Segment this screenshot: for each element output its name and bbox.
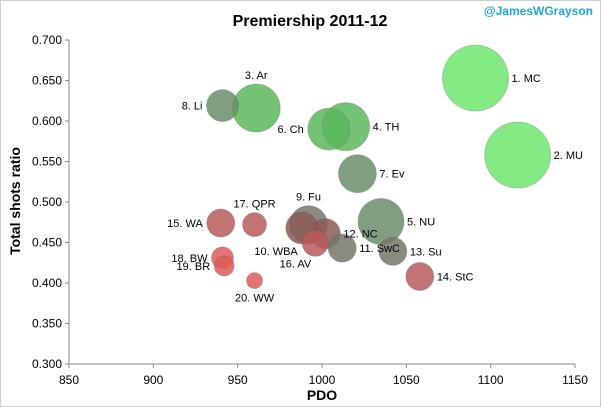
data-point [307, 107, 351, 151]
data-point [337, 154, 377, 194]
x-tick-label: 1150 [562, 373, 588, 387]
y-tick-label: 0.450 [32, 236, 62, 250]
chart-title: Premiership 2011-12 [233, 13, 388, 30]
point-label: 18. BW [171, 253, 208, 265]
point-labels: 1. MC 2. MU 3. Ar 4. TH 6. Ch 7. Ev 8. Li 5. NU… [167, 70, 583, 305]
point-label: 19. BR [177, 261, 211, 273]
data-point [206, 208, 236, 238]
x-tick-label: 1000 [309, 373, 336, 387]
y-tick-label: 0.700 [32, 33, 62, 47]
point-label: 11. SwC [359, 243, 400, 255]
y-tick-label: 0.600 [32, 114, 62, 128]
x-tick-label: 1050 [393, 373, 420, 387]
data-point [213, 255, 235, 277]
data-point [378, 236, 408, 266]
data-point [405, 262, 435, 292]
point-label: 14. StC [437, 272, 474, 284]
bubbles [205, 44, 552, 292]
x-tick-label: 850 [59, 373, 79, 387]
x-axis-label: PDO [307, 387, 337, 403]
point-label: 17. QPR [233, 199, 275, 211]
author-credit: @JamesWGrayson [483, 4, 593, 18]
data-point [301, 229, 329, 257]
data-point [327, 233, 357, 263]
y-tick-label: 0.650 [32, 74, 62, 88]
point-label: 6. Ch [277, 124, 303, 136]
y-tick-label: 0.550 [32, 155, 62, 169]
point-label: 12. NC [343, 229, 377, 241]
point-label: 16. AV [280, 258, 312, 270]
point-label: 13. Su [410, 246, 442, 258]
data-point [231, 83, 281, 133]
x-tick-label: 900 [143, 373, 163, 387]
x-tick-label: 1100 [478, 373, 504, 387]
data-point [205, 89, 239, 123]
point-label: 10. WBA [254, 246, 298, 258]
data-point [246, 272, 264, 290]
data-point [441, 44, 509, 112]
data-point [484, 121, 552, 189]
point-label: 20. WW [235, 293, 275, 305]
point-label: 1. MC [511, 73, 540, 85]
point-label: 9. Fu [296, 192, 321, 204]
x-tick-label: 950 [228, 373, 248, 387]
y-tick-label: 0.350 [32, 317, 62, 331]
point-label: 3. Ar [245, 70, 268, 82]
point-label: 15. WA [167, 218, 203, 230]
point-label: 7. Ev [379, 169, 405, 181]
y-tick-label: 0.500 [32, 195, 62, 209]
y-axis-label: Total shots ratio [7, 147, 23, 255]
axes: 0.300 0.350 0.400 0.450 0.500 0.550 0.600 0.650… [32, 33, 588, 387]
data-point [242, 212, 268, 238]
point-label: 5. NU [407, 216, 435, 228]
point-label: 2. MU [554, 150, 583, 162]
y-tick-label: 0.300 [32, 357, 62, 371]
y-tick-label: 0.400 [32, 276, 62, 290]
point-label: 4. TH [373, 122, 400, 134]
point-label: 8. Li [182, 101, 203, 113]
